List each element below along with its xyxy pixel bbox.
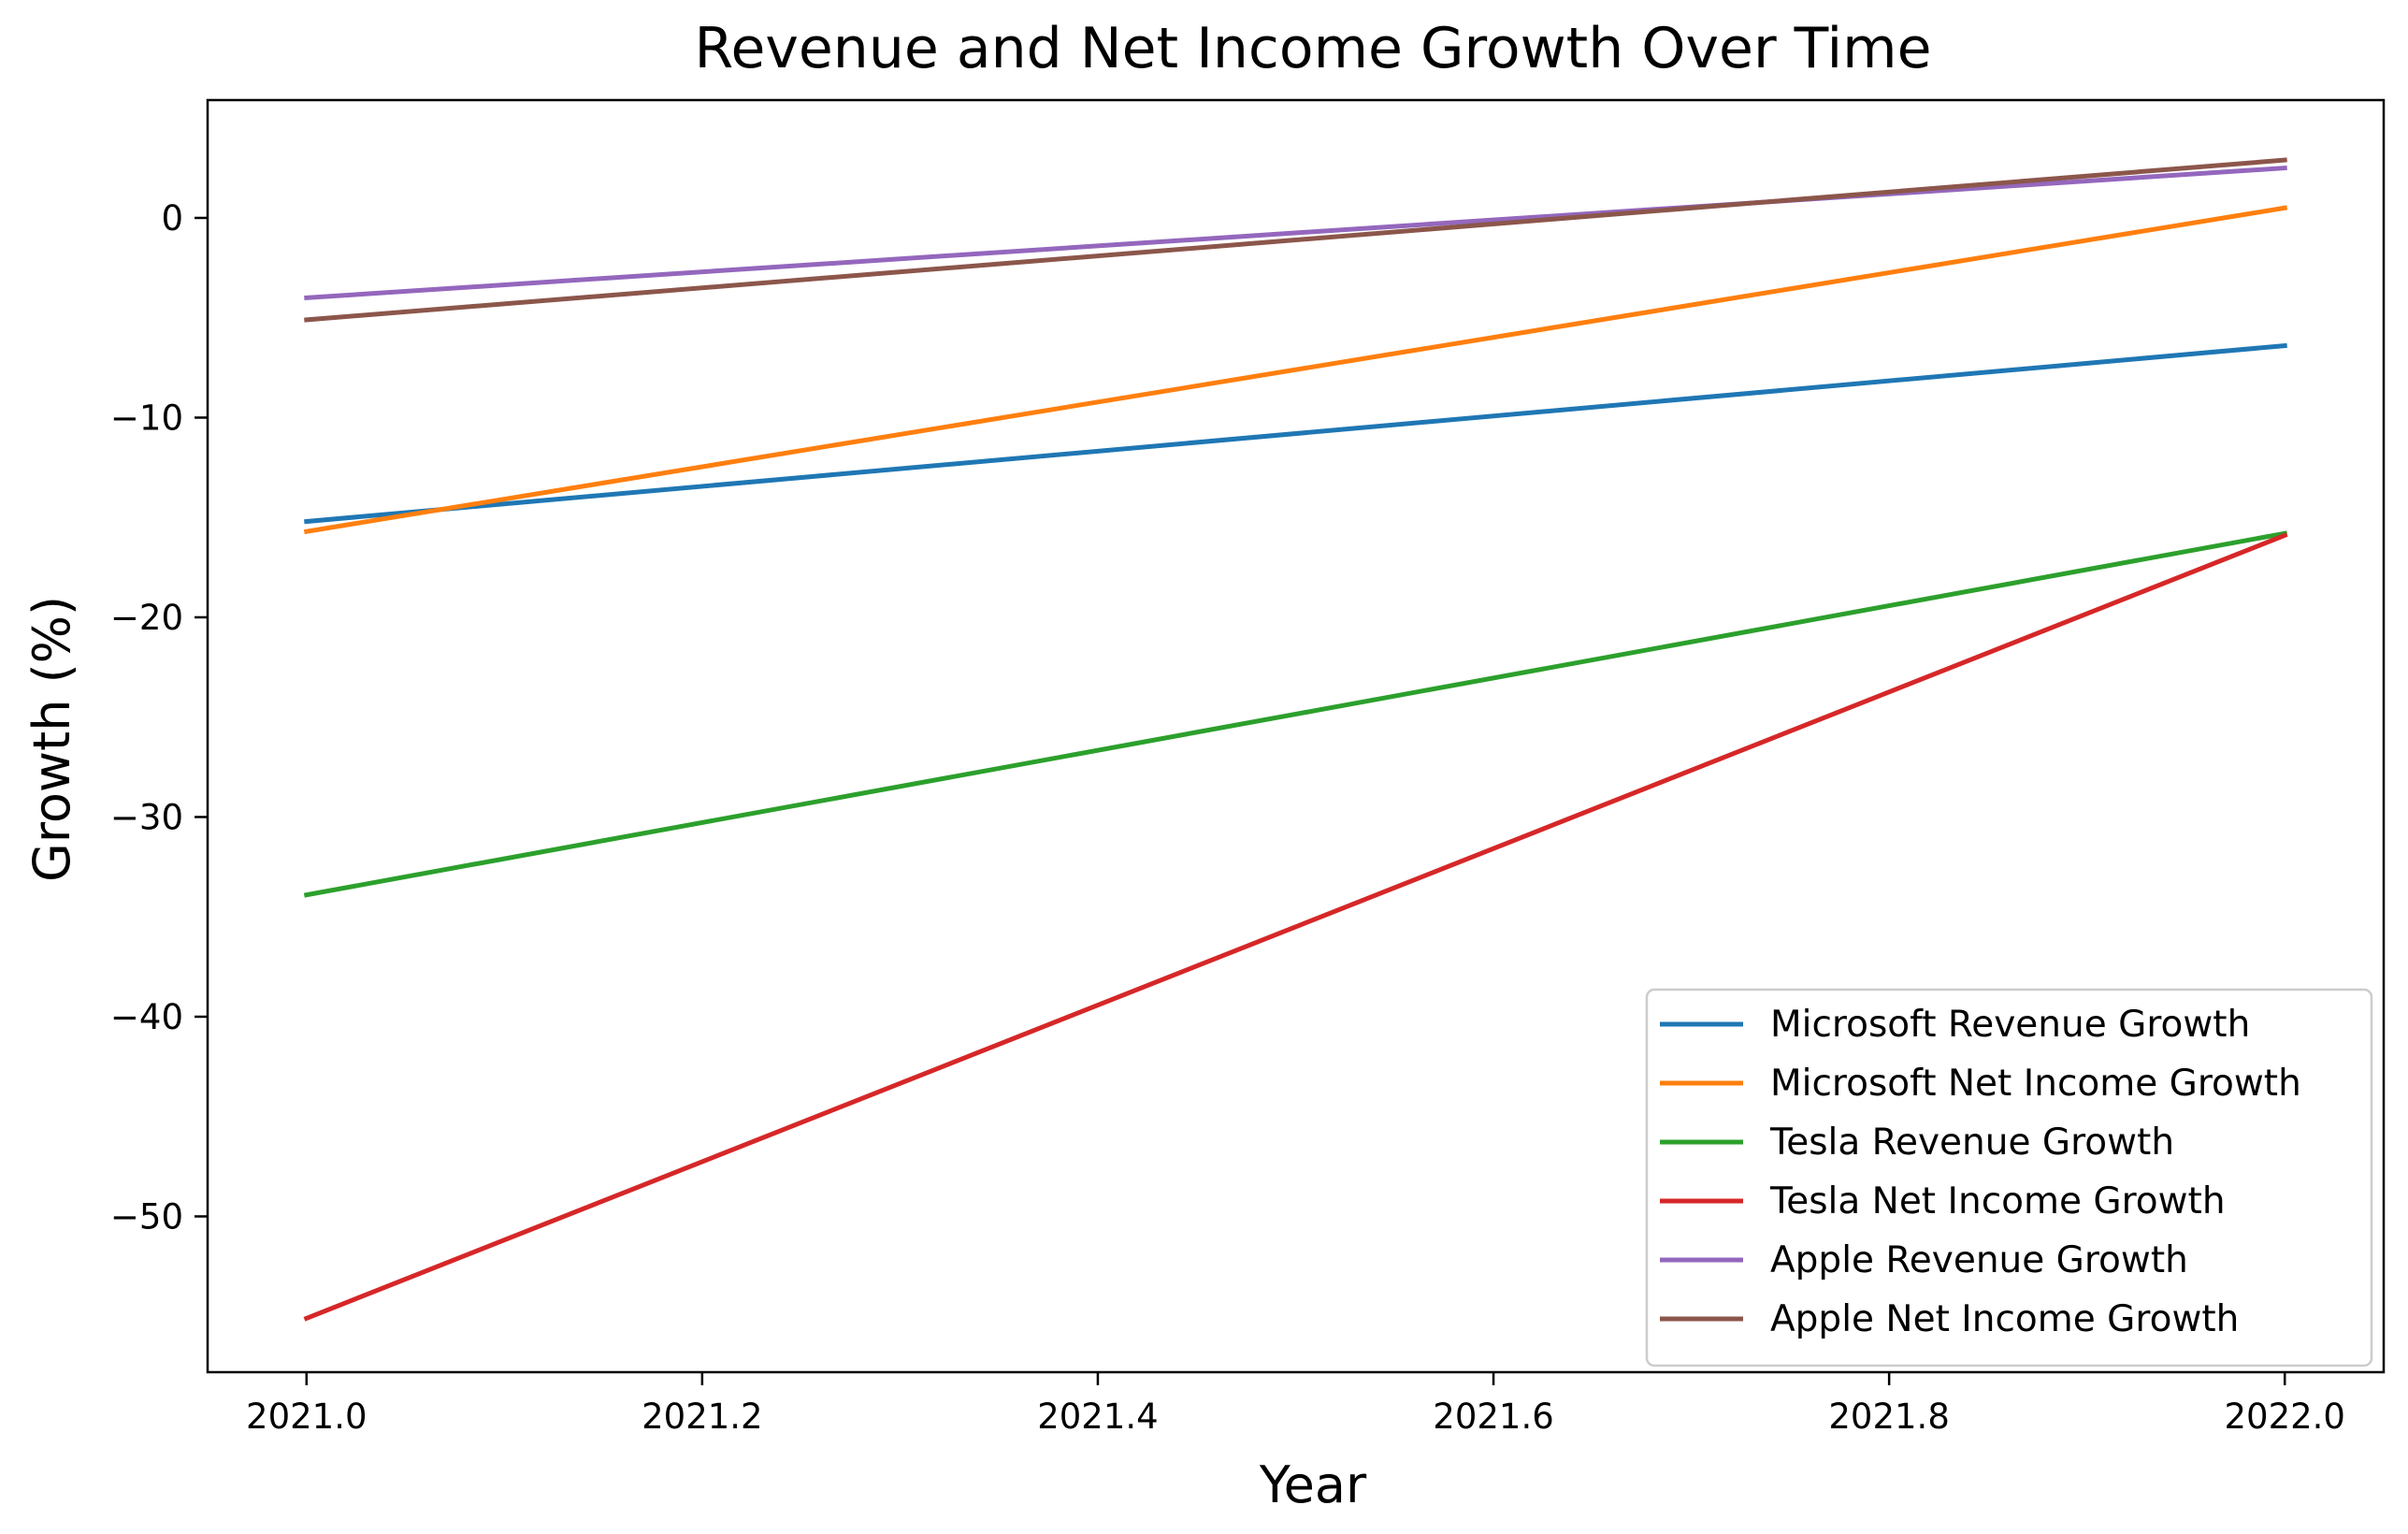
legend-label: Tesla Revenue Growth — [1769, 1122, 2174, 1164]
plot-frame — [206, 98, 2386, 1374]
series-line — [303, 532, 2288, 1322]
y-tick-label: −30 — [110, 797, 183, 837]
x-tick-label: 2022.0 — [2224, 1397, 2344, 1437]
series-line — [303, 530, 2288, 898]
y-axis-label: Growth (%) — [22, 596, 81, 882]
y-tick-label: −20 — [110, 598, 183, 638]
x-tick-label: 2021.4 — [1037, 1397, 1158, 1437]
x-axis-label: Year — [1259, 1455, 1367, 1514]
legend-label: Microsoft Revenue Growth — [1770, 1004, 2250, 1046]
legend-label: Apple Revenue Growth — [1770, 1239, 2188, 1281]
legend-label: Apple Net Income Growth — [1770, 1298, 2239, 1340]
chart-title: Revenue and Net Income Growth Over Time — [694, 16, 1931, 81]
x-tick-label: 2021.6 — [1433, 1397, 1553, 1437]
x-tick-label: 2021.8 — [1828, 1397, 1949, 1437]
y-tick-label: −10 — [110, 398, 183, 438]
plot-area: 2021.0 2021.2 2021.4 2021.6 2021.8 2022.0 0 −10… — [110, 98, 2386, 1437]
series-line — [304, 165, 2287, 301]
y-tick-label: 0 — [161, 198, 183, 239]
series-line — [304, 342, 2287, 525]
series-line — [303, 205, 2288, 535]
x-tick-label: 2021.2 — [642, 1397, 762, 1437]
legend-box — [1645, 988, 2373, 1368]
legend-label: Microsoft Net Income Growth — [1770, 1063, 2301, 1105]
legend-label: Tesla Net Income Growth — [1769, 1180, 2226, 1223]
x-tick-label: 2021.0 — [246, 1397, 367, 1437]
series-line — [304, 157, 2287, 323]
y-tick-label: −40 — [110, 997, 183, 1037]
y-tick-label: −50 — [110, 1196, 183, 1237]
